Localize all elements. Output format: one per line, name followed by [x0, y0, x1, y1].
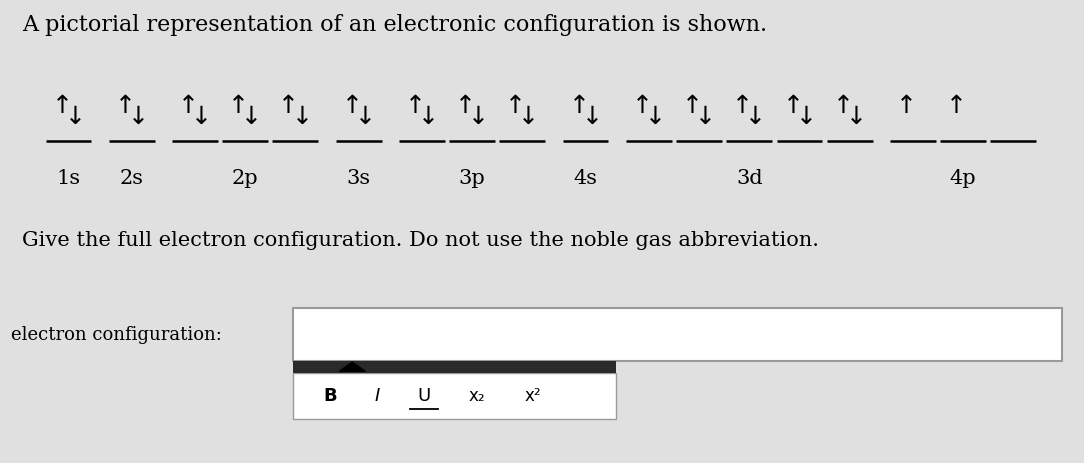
Text: x²: x²	[525, 387, 542, 405]
Text: 3d: 3d	[736, 169, 762, 188]
Text: ↓: ↓	[417, 105, 439, 129]
Text: U: U	[417, 387, 430, 405]
Text: x₂: x₂	[468, 387, 486, 405]
Text: ↓: ↓	[645, 105, 666, 129]
Text: ↑: ↑	[946, 94, 967, 118]
Text: ↑: ↑	[404, 94, 426, 118]
Text: ↑: ↑	[115, 94, 136, 118]
Text: ↑: ↑	[895, 94, 917, 118]
Text: ↑: ↑	[228, 94, 249, 118]
Text: I: I	[375, 387, 379, 405]
Text: 4p: 4p	[950, 169, 977, 188]
Text: ↑: ↑	[455, 94, 476, 118]
Text: ↑: ↑	[178, 94, 199, 118]
Text: ↓: ↓	[468, 105, 489, 129]
Text: ↑: ↑	[732, 94, 753, 118]
Text: ↑: ↑	[341, 94, 363, 118]
Text: ↑: ↑	[51, 94, 73, 118]
Text: 2p: 2p	[232, 169, 258, 188]
Bar	[293, 373, 616, 419]
Text: ↑: ↑	[568, 94, 590, 118]
Text: 3s: 3s	[347, 169, 371, 188]
Text: ↓: ↓	[796, 105, 816, 129]
Text: ↓: ↓	[292, 105, 312, 129]
Text: ↓: ↓	[241, 105, 262, 129]
Text: ↑: ↑	[783, 94, 803, 118]
Polygon shape	[339, 362, 365, 371]
Text: ↓: ↓	[518, 105, 540, 129]
Text: ↑: ↑	[682, 94, 704, 118]
Text: ↓: ↓	[581, 105, 603, 129]
Text: ↓: ↓	[191, 105, 212, 129]
Text: ↓: ↓	[846, 105, 867, 129]
Text: electron configuration:: electron configuration:	[11, 325, 222, 344]
Text: 1s: 1s	[56, 169, 80, 188]
Text: A pictorial representation of an electronic configuration is shown.: A pictorial representation of an electro…	[22, 14, 766, 36]
Bar	[293, 308, 1062, 361]
Text: Give the full electron configuration. Do not use the noble gas abbreviation.: Give the full electron configuration. Do…	[22, 232, 818, 250]
Text: ↓: ↓	[695, 105, 717, 129]
Bar	[293, 361, 616, 373]
Text: 2s: 2s	[119, 169, 144, 188]
Text: ↓: ↓	[64, 105, 86, 129]
Text: ↓: ↓	[745, 105, 766, 129]
Text: B: B	[324, 387, 337, 405]
Text: ↓: ↓	[128, 105, 149, 129]
Text: ↑: ↑	[632, 94, 653, 118]
Text: ↑: ↑	[833, 94, 854, 118]
Text: 3p: 3p	[459, 169, 486, 188]
Text: ↓: ↓	[354, 105, 376, 129]
Text: ↑: ↑	[279, 94, 299, 118]
Text: ↑: ↑	[505, 94, 527, 118]
Text: 4s: 4s	[573, 169, 597, 188]
